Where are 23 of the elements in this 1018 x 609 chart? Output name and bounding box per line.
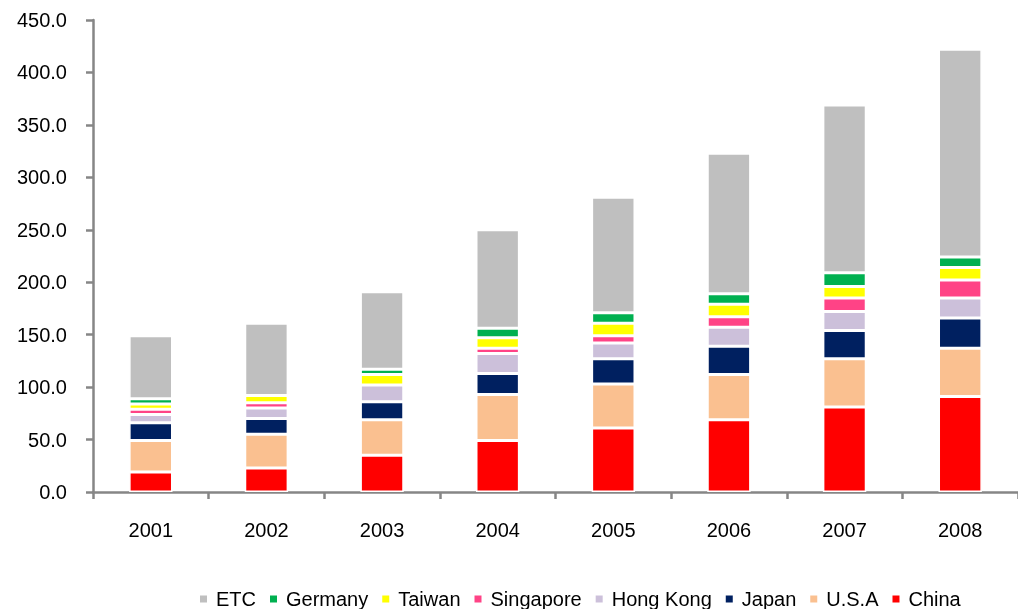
x-tick-label: 2005 xyxy=(591,519,636,541)
y-tick-label: 100.0 xyxy=(16,376,67,399)
x-tick-label: 2008 xyxy=(937,519,983,541)
y-tick-label: 450.0 xyxy=(16,9,67,31)
x-tick-label: 2001 xyxy=(128,519,174,541)
x-tick-label: 2002 xyxy=(244,519,289,541)
x-tick-label: 2003 xyxy=(359,519,405,541)
y-tick-label: 50.0 xyxy=(28,428,67,451)
y-tick-label: 350.0 xyxy=(16,113,67,136)
y-tick-label: 0.0 xyxy=(39,481,67,503)
x-tick-label: 2007 xyxy=(822,519,867,541)
y-tick-label: 400.0 xyxy=(16,61,67,84)
legend-label: China xyxy=(908,588,962,609)
y-tick-label: 300.0 xyxy=(16,166,67,189)
y-tick-label: 150.0 xyxy=(16,323,67,346)
legend-label: U.S.A xyxy=(826,588,880,609)
bar xyxy=(129,403,173,410)
legend-label: Taiwan xyxy=(398,588,461,609)
legend-label: ETC xyxy=(216,588,256,609)
y-tick-label: 250.0 xyxy=(16,218,67,241)
y-tick-label: 200.0 xyxy=(16,271,67,294)
x-tick-label: 2004 xyxy=(475,519,520,541)
x-tick-label: 2006 xyxy=(706,519,752,541)
